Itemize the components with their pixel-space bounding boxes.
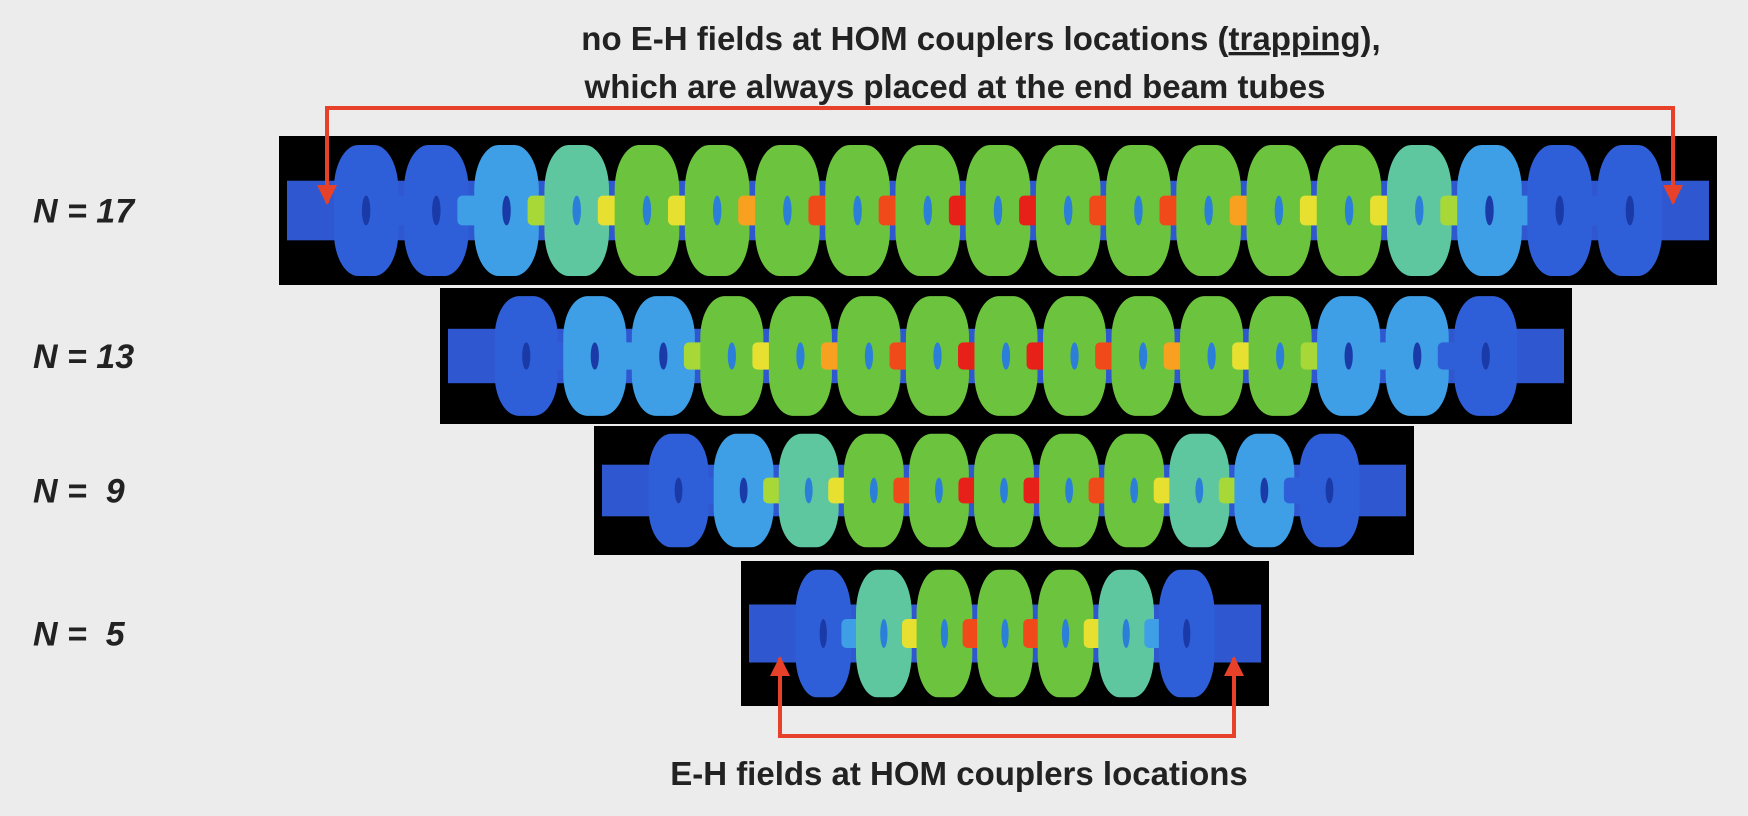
iris-spot [994,196,1002,226]
iris-spot [713,196,721,226]
iris-spot [1326,478,1334,504]
iris-spot [1345,342,1353,369]
bottom-note: E-H fields at HOM couplers locations [670,755,1248,792]
text: ), [1361,20,1381,57]
iris-spot [865,342,873,369]
iris-spot [1000,478,1008,504]
figure: no E-H fields at HOM couplers locations … [0,0,1748,816]
iris-spot [659,342,667,369]
iris-spot [1001,619,1008,648]
iris-spot [573,196,581,226]
iris-spot [1345,196,1353,226]
iris-spot [783,196,791,226]
iris-spot [1204,196,1212,226]
iris-spot [643,196,651,226]
iris-spot [1555,196,1563,226]
iris-spot [820,619,827,648]
top-note-line1: no E-H fields at HOM couplers locations … [581,20,1380,57]
iris-spot [1065,478,1073,504]
iris-spot [1626,196,1634,226]
iris-spot [591,342,599,369]
iris-spot [1207,342,1215,369]
iris-spot [870,478,878,504]
iris-spot [1070,342,1078,369]
row-label: N = 13 [33,338,134,376]
iris-spot [728,342,736,369]
iris-spot [1413,342,1421,369]
iris-spot [1195,478,1203,504]
top-note-line2: which are always placed at the end beam … [584,68,1326,105]
iris-spot [1275,196,1283,226]
iris-spot [924,196,932,226]
iris-spot [853,196,861,226]
iris-spot [1064,196,1072,226]
iris-spot [1123,619,1130,648]
row-label: N = 5 [33,616,126,654]
iris-spot [933,342,941,369]
iris-spot [740,478,748,504]
iris-spot [1260,478,1268,504]
iris-spot [1183,619,1190,648]
iris-spot [362,196,370,226]
iris-spot [675,478,683,504]
iris-spot [1134,196,1142,226]
iris-spot [1415,196,1423,226]
underlined-text: trapping [1229,20,1361,57]
row-label: N = 9 [33,473,125,511]
iris-spot [941,619,948,648]
iris-spot [880,619,887,648]
iris-spot [432,196,440,226]
iris-spot [805,478,813,504]
page: no E-H fields at HOM couplers locations … [0,0,1748,816]
iris-spot [1139,342,1147,369]
iris-spot [1062,619,1069,648]
iris-spot [1482,342,1490,369]
iris-spot [1130,478,1138,504]
iris-spot [1485,196,1493,226]
iris-spot [1002,342,1010,369]
iris-spot [502,196,510,226]
iris-spot [935,478,943,504]
row-label: N = 17 [33,193,136,231]
iris-spot [1276,342,1284,369]
text: no E-H fields at HOM couplers locations … [581,20,1228,57]
iris-spot [796,342,804,369]
iris-spot [522,342,530,369]
